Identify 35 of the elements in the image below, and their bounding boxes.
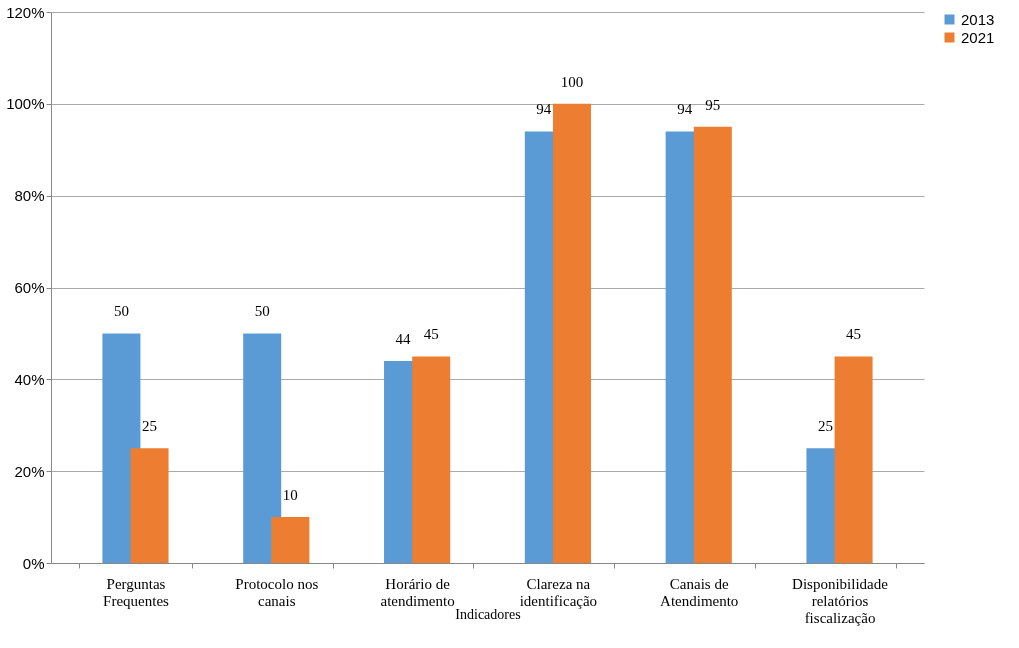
bar: [271, 517, 310, 563]
data-label: 25: [142, 418, 158, 435]
data-label: 44: [395, 330, 412, 347]
y-tick-label: 120%: [6, 3, 45, 21]
bar: [834, 356, 873, 563]
data-label: 45: [423, 326, 439, 343]
x-tick-label: Perguntas Frequentes: [103, 575, 170, 609]
y-tick-label: 100%: [6, 95, 45, 113]
y-tick-label: 60%: [14, 279, 45, 296]
data-label: 10: [282, 487, 298, 504]
bar: [130, 448, 169, 563]
y-tick-label: 0%: [22, 554, 45, 572]
bar: [552, 103, 591, 563]
legend-label: 2021: [961, 28, 995, 46]
x-tick-label: Horário de atendimento: [380, 575, 455, 609]
data-label: 45: [846, 326, 862, 343]
legend-label: 2013: [961, 10, 995, 28]
bar: [243, 333, 282, 563]
x-tick-label: Canais de Atendimento: [660, 575, 739, 609]
data-label: 94: [677, 101, 693, 118]
x-tick-label: Clareza na identificação: [519, 575, 598, 609]
bar: [693, 126, 732, 563]
x-tick-label: Protocolo nos canais: [235, 575, 319, 609]
data-label: 100: [560, 73, 584, 90]
x-tick-label: Disponibilidade relatórios fiscalização: [792, 575, 889, 626]
y-tick-label: 40%: [14, 370, 45, 388]
bar: [412, 356, 451, 563]
x-axis-title: Indicadores: [455, 606, 521, 622]
data-label: 25: [817, 418, 833, 435]
data-label: 50: [254, 303, 270, 320]
data-label: 95: [705, 96, 721, 113]
y-tick-label: 80%: [14, 187, 45, 205]
data-label: 50: [113, 303, 129, 320]
y-tick-label: 20%: [14, 462, 45, 480]
data-label: 94: [536, 101, 552, 118]
